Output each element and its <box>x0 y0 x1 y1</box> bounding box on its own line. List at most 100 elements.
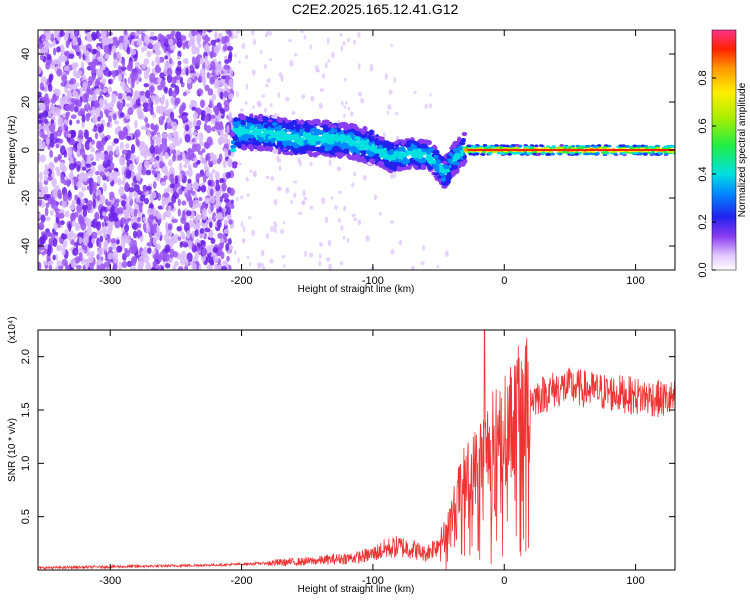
noise-blob <box>164 122 168 131</box>
noise-blob <box>136 229 141 239</box>
trace-blob <box>632 144 637 148</box>
trace-blob <box>618 144 624 147</box>
noise-blob <box>226 201 231 208</box>
noise-blob <box>222 44 228 52</box>
noise-blob <box>56 68 63 77</box>
noise-blob <box>187 39 193 48</box>
noise-blob <box>223 91 229 98</box>
trace-blob <box>388 164 395 170</box>
trace-blob <box>313 135 320 142</box>
noise-blob <box>264 63 267 70</box>
noise-blob <box>140 46 145 53</box>
noise-blob <box>237 257 240 264</box>
trace-blob <box>232 162 238 167</box>
noise-blob <box>72 36 77 46</box>
noise-blob <box>88 169 94 177</box>
noise-blob <box>118 130 124 138</box>
noise-blob <box>436 265 440 269</box>
noise-blob <box>117 73 123 82</box>
x-tick-label: -300 <box>99 275 121 287</box>
noise-blob <box>151 191 157 199</box>
noise-blob <box>410 265 415 270</box>
trace-blob <box>612 152 618 156</box>
noise-blob <box>277 158 282 163</box>
noise-blob <box>199 228 205 234</box>
noise-blob <box>331 51 335 59</box>
noise-blob <box>137 111 144 120</box>
colorbar-tick-label: 0.2 <box>697 214 709 229</box>
noise-blob <box>86 185 91 191</box>
noise-blob <box>41 233 48 241</box>
noise-blob <box>185 210 192 217</box>
noise-blob <box>43 193 50 201</box>
noise-blob <box>340 225 344 231</box>
noise-blob <box>106 122 111 128</box>
noise-blob <box>170 83 177 88</box>
noise-blob <box>308 252 314 258</box>
trace-blob <box>420 164 427 169</box>
trace-blob <box>629 146 634 150</box>
noise-blob <box>126 135 132 141</box>
noise-blob <box>192 111 199 120</box>
trace-blob <box>482 144 488 147</box>
trace-blob <box>416 144 422 149</box>
noise-blob <box>130 152 135 162</box>
noise-blob <box>270 225 275 232</box>
noise-blob <box>184 124 190 132</box>
trace-blob <box>362 158 367 164</box>
noise-blob <box>70 114 77 120</box>
noise-blob <box>389 173 395 179</box>
noise-blob <box>203 247 207 257</box>
noise-blob <box>142 216 147 222</box>
trace-blob <box>230 131 236 137</box>
noise-blob <box>157 105 164 115</box>
noise-blob <box>344 101 348 105</box>
noise-blob <box>145 185 152 191</box>
noise-blob <box>210 202 214 213</box>
noise-blob <box>51 177 57 188</box>
noise-blob <box>273 223 278 228</box>
trace-blob <box>370 158 376 165</box>
noise-blob <box>301 94 306 100</box>
noise-blob <box>196 119 202 127</box>
trace-blob <box>538 144 544 147</box>
noise-blob <box>130 171 136 178</box>
noise-blob <box>91 63 96 74</box>
trace-blob <box>343 125 349 131</box>
noise-blob <box>174 261 179 267</box>
trace-blob <box>332 124 338 129</box>
noise-blob <box>70 97 77 104</box>
noise-blob <box>245 83 249 91</box>
noise-blob <box>245 54 249 60</box>
noise-blob <box>72 199 77 205</box>
noise-blob <box>206 152 212 162</box>
noise-blob <box>48 75 53 84</box>
noise-blob <box>261 94 265 98</box>
trace-blob <box>389 142 395 148</box>
noise-blob <box>325 257 331 262</box>
noise-blob <box>235 197 239 202</box>
trace-blob <box>508 145 513 148</box>
noise-blob <box>216 79 220 89</box>
noise-blob <box>49 209 54 216</box>
noise-blob <box>208 100 213 108</box>
noise-blob <box>194 143 201 153</box>
noise-blob <box>58 138 64 144</box>
noise-blob <box>215 179 220 185</box>
noise-blob <box>120 66 127 71</box>
noise-blob <box>129 48 137 56</box>
noise-blob <box>276 186 282 191</box>
noise-blob <box>119 141 124 151</box>
noise-blob <box>53 222 59 231</box>
noise-blob <box>198 75 203 82</box>
noise-blob <box>201 255 206 262</box>
noise-blob <box>50 97 56 104</box>
noise-blob <box>96 50 101 57</box>
noise-blob <box>270 175 275 181</box>
y-tick-label: 2.0 <box>20 349 32 364</box>
noise-blob <box>175 31 182 41</box>
noise-blob <box>94 171 100 176</box>
noise-blob <box>138 260 145 268</box>
noise-blob <box>88 106 93 111</box>
noise-blob <box>49 139 55 148</box>
